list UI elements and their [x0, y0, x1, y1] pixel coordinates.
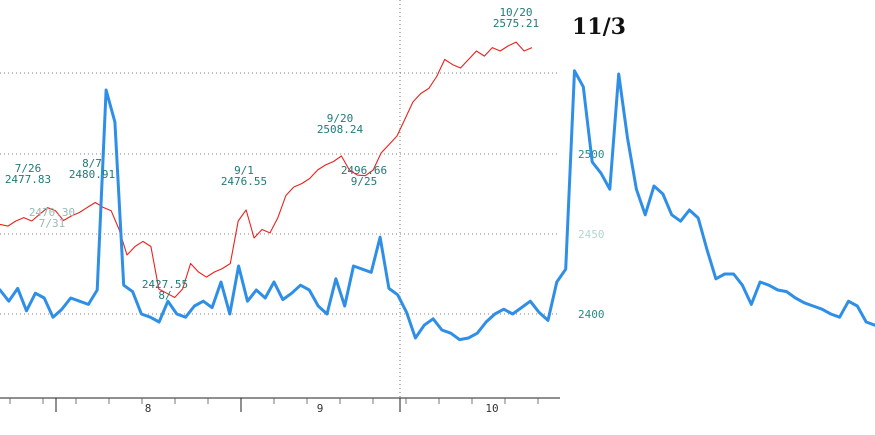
price-annotation-date: 10/20 [499, 6, 532, 19]
price-annotation-value: 2477.83 [5, 173, 51, 186]
series-layer [0, 41, 875, 342]
price-annotation-date: 9/20 [327, 112, 354, 125]
grid-lines [0, 0, 608, 398]
price-annotation-value: 2427.55 [142, 278, 188, 291]
x-tick-label: 9 [317, 402, 324, 415]
price-annotation-date: 7/26 [15, 162, 42, 175]
chart-title: 11/3 [572, 14, 626, 40]
price-annotation-value: 2476.55 [221, 175, 267, 188]
price-annotation-date: 8/ [158, 289, 171, 302]
y-tick-label: 2450 [578, 228, 605, 241]
x-tick-label: 10 [485, 402, 498, 415]
price-annotation-value: 2496.66 [341, 164, 387, 177]
price-annotation-value: 2575.21 [493, 17, 539, 30]
price-annotation-value: 2508.24 [317, 123, 364, 136]
price-annotation-date: 8/7 [82, 157, 102, 170]
blue-series-line [0, 69, 875, 342]
price-annotation-date: 7/31 [39, 217, 66, 230]
x-tick-label: 8 [145, 402, 152, 415]
x-axis: 8 9 10 [0, 397, 608, 415]
price-series-line [0, 41, 533, 299]
price-annotation-date: 9/1 [234, 164, 254, 177]
right-panel-bg [560, 0, 875, 435]
price-annotation-value: 2470.30 [29, 206, 75, 219]
y-tick-label: 2400 [578, 308, 605, 321]
price-annotation-value: 2480.91 [69, 168, 115, 181]
right-panel: 2500 2450 2400 [560, 0, 875, 435]
price-annotation-date: 9/25 [351, 175, 378, 188]
